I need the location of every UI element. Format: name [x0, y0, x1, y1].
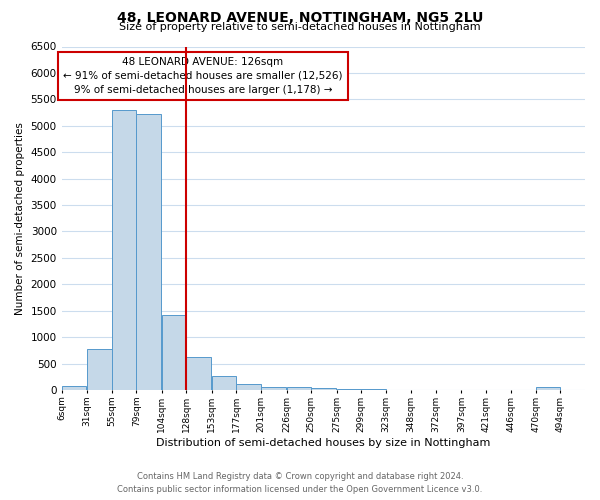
Bar [112, 110, 136, 390]
Bar [337, 389, 361, 390]
Bar [187, 357, 211, 390]
Bar [62, 386, 86, 390]
Text: Contains HM Land Registry data © Crown copyright and database right 2024.
Contai: Contains HM Land Registry data © Crown c… [118, 472, 482, 494]
Bar [136, 114, 161, 390]
Bar [87, 349, 112, 390]
X-axis label: Distribution of semi-detached houses by size in Nottingham: Distribution of semi-detached houses by … [156, 438, 491, 448]
Text: 48, LEONARD AVENUE, NOTTINGHAM, NG5 2LU: 48, LEONARD AVENUE, NOTTINGHAM, NG5 2LU [117, 11, 483, 25]
Bar [287, 388, 311, 390]
Bar [212, 376, 236, 390]
Y-axis label: Number of semi-detached properties: Number of semi-detached properties [15, 122, 25, 314]
Bar [236, 384, 261, 390]
Text: 48 LEONARD AVENUE: 126sqm
← 91% of semi-detached houses are smaller (12,526)
9% : 48 LEONARD AVENUE: 126sqm ← 91% of semi-… [63, 57, 343, 95]
Bar [311, 388, 335, 390]
Bar [536, 388, 560, 390]
Bar [162, 315, 187, 390]
Text: Size of property relative to semi-detached houses in Nottingham: Size of property relative to semi-detach… [119, 22, 481, 32]
Bar [261, 387, 286, 390]
